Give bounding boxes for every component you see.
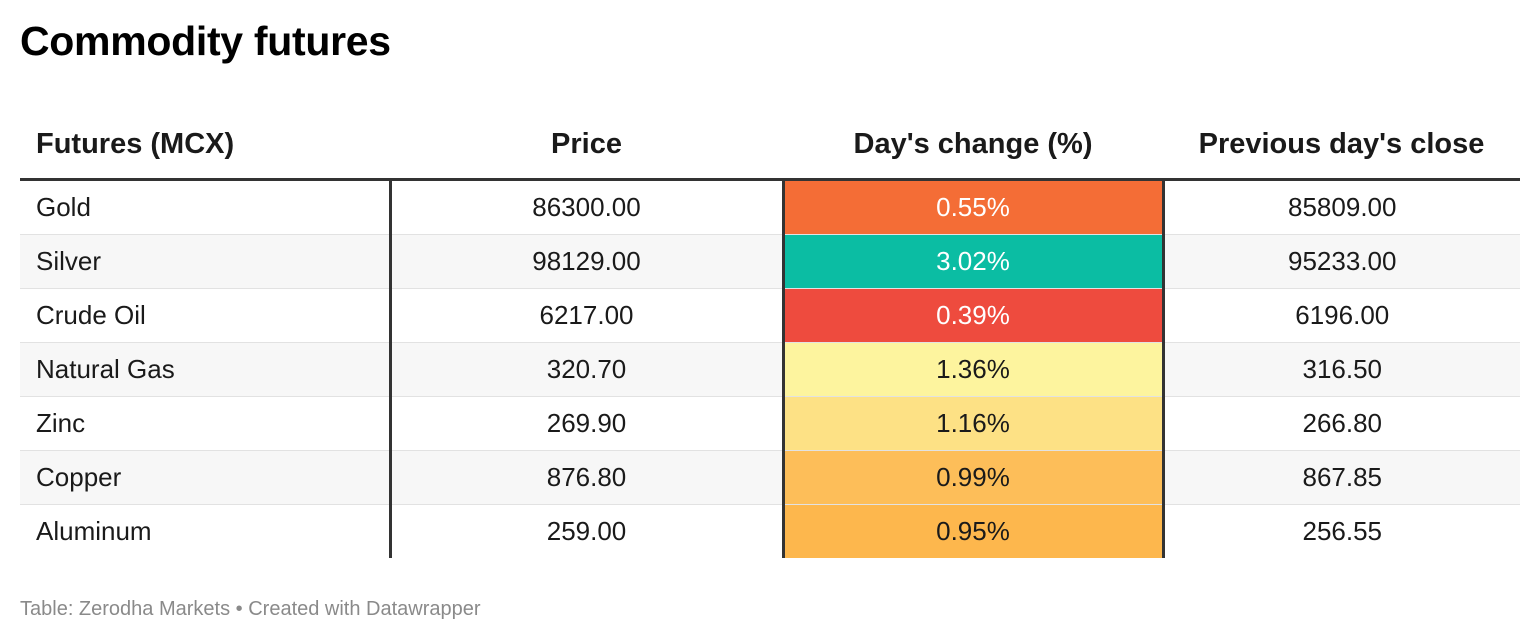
cell-futures-name: Copper <box>20 450 392 505</box>
table-row: Gold 86300.00 0.55% 85809.00 <box>20 179 1520 235</box>
chart-title: Commodity futures <box>20 18 391 64</box>
cell-days-change: 0.39% <box>781 288 1165 343</box>
cell-price: 876.80 <box>390 450 783 505</box>
cell-previous-close: 316.50 <box>1163 342 1520 397</box>
cell-previous-close: 95233.00 <box>1163 234 1520 289</box>
cell-days-change: 0.55% <box>781 179 1165 235</box>
cell-futures-name: Zinc <box>20 396 392 451</box>
table-row: Crude Oil 6217.00 0.39% 6196.00 <box>20 288 1520 343</box>
header-row: Futures (MCX) Price Day's change (%) Pre… <box>20 110 1520 181</box>
table-body: Gold 86300.00 0.55% 85809.00 Silver 98129.00 3… <box>20 179 1520 558</box>
table-header: Futures (MCX) Price Day's change (%) Pre… <box>20 110 1520 181</box>
cell-price: 6217.00 <box>390 288 783 343</box>
column-header-price[interactable]: Price <box>390 110 783 181</box>
cell-futures-name: Gold <box>20 179 392 235</box>
cell-futures-name: Aluminum <box>20 504 392 558</box>
cell-days-change: 1.36% <box>781 342 1165 397</box>
cell-previous-close: 867.85 <box>1163 450 1520 505</box>
column-header-previous-close[interactable]: Previous day's close <box>1163 110 1520 181</box>
cell-price: 269.90 <box>390 396 783 451</box>
cell-days-change: 0.95% <box>781 504 1165 558</box>
cell-previous-close: 266.80 <box>1163 396 1520 451</box>
cell-days-change: 3.02% <box>781 234 1165 289</box>
table-row: Silver 98129.00 3.02% 95233.00 <box>20 234 1520 289</box>
cell-price: 86300.00 <box>390 179 783 235</box>
cell-futures-name: Silver <box>20 234 392 289</box>
commodity-table: Futures (MCX) Price Day's change (%) Pre… <box>20 110 1520 558</box>
cell-previous-close: 6196.00 <box>1163 288 1520 343</box>
table-row: Copper 876.80 0.99% 867.85 <box>20 450 1520 505</box>
column-header-futures[interactable]: Futures (MCX) <box>20 110 390 181</box>
cell-previous-close: 85809.00 <box>1163 179 1520 235</box>
cell-price: 259.00 <box>546 516 627 546</box>
cell-futures-name: Natural Gas <box>20 342 392 397</box>
cell-price: 320.70 <box>390 342 783 397</box>
cell-days-change: 1.16% <box>781 396 1165 451</box>
column-header-days-change[interactable]: Day's change (%) <box>783 110 1163 181</box>
source-footer: Table: Zerodha Markets • Created with Da… <box>20 598 481 620</box>
table-row: Aluminum 259.00 0.95% 256.55 <box>20 504 1520 558</box>
cell-futures-name: Crude Oil <box>20 288 392 343</box>
table-row: Natural Gas 320.70 1.36% 316.50 <box>20 342 1520 397</box>
cell-days-change: 0.99% <box>781 450 1165 505</box>
cell-price: 98129.00 <box>390 234 783 289</box>
table-row: Zinc 269.90 1.16% 266.80 <box>20 396 1520 451</box>
cell-previous-close: 256.55 <box>1302 516 1383 546</box>
